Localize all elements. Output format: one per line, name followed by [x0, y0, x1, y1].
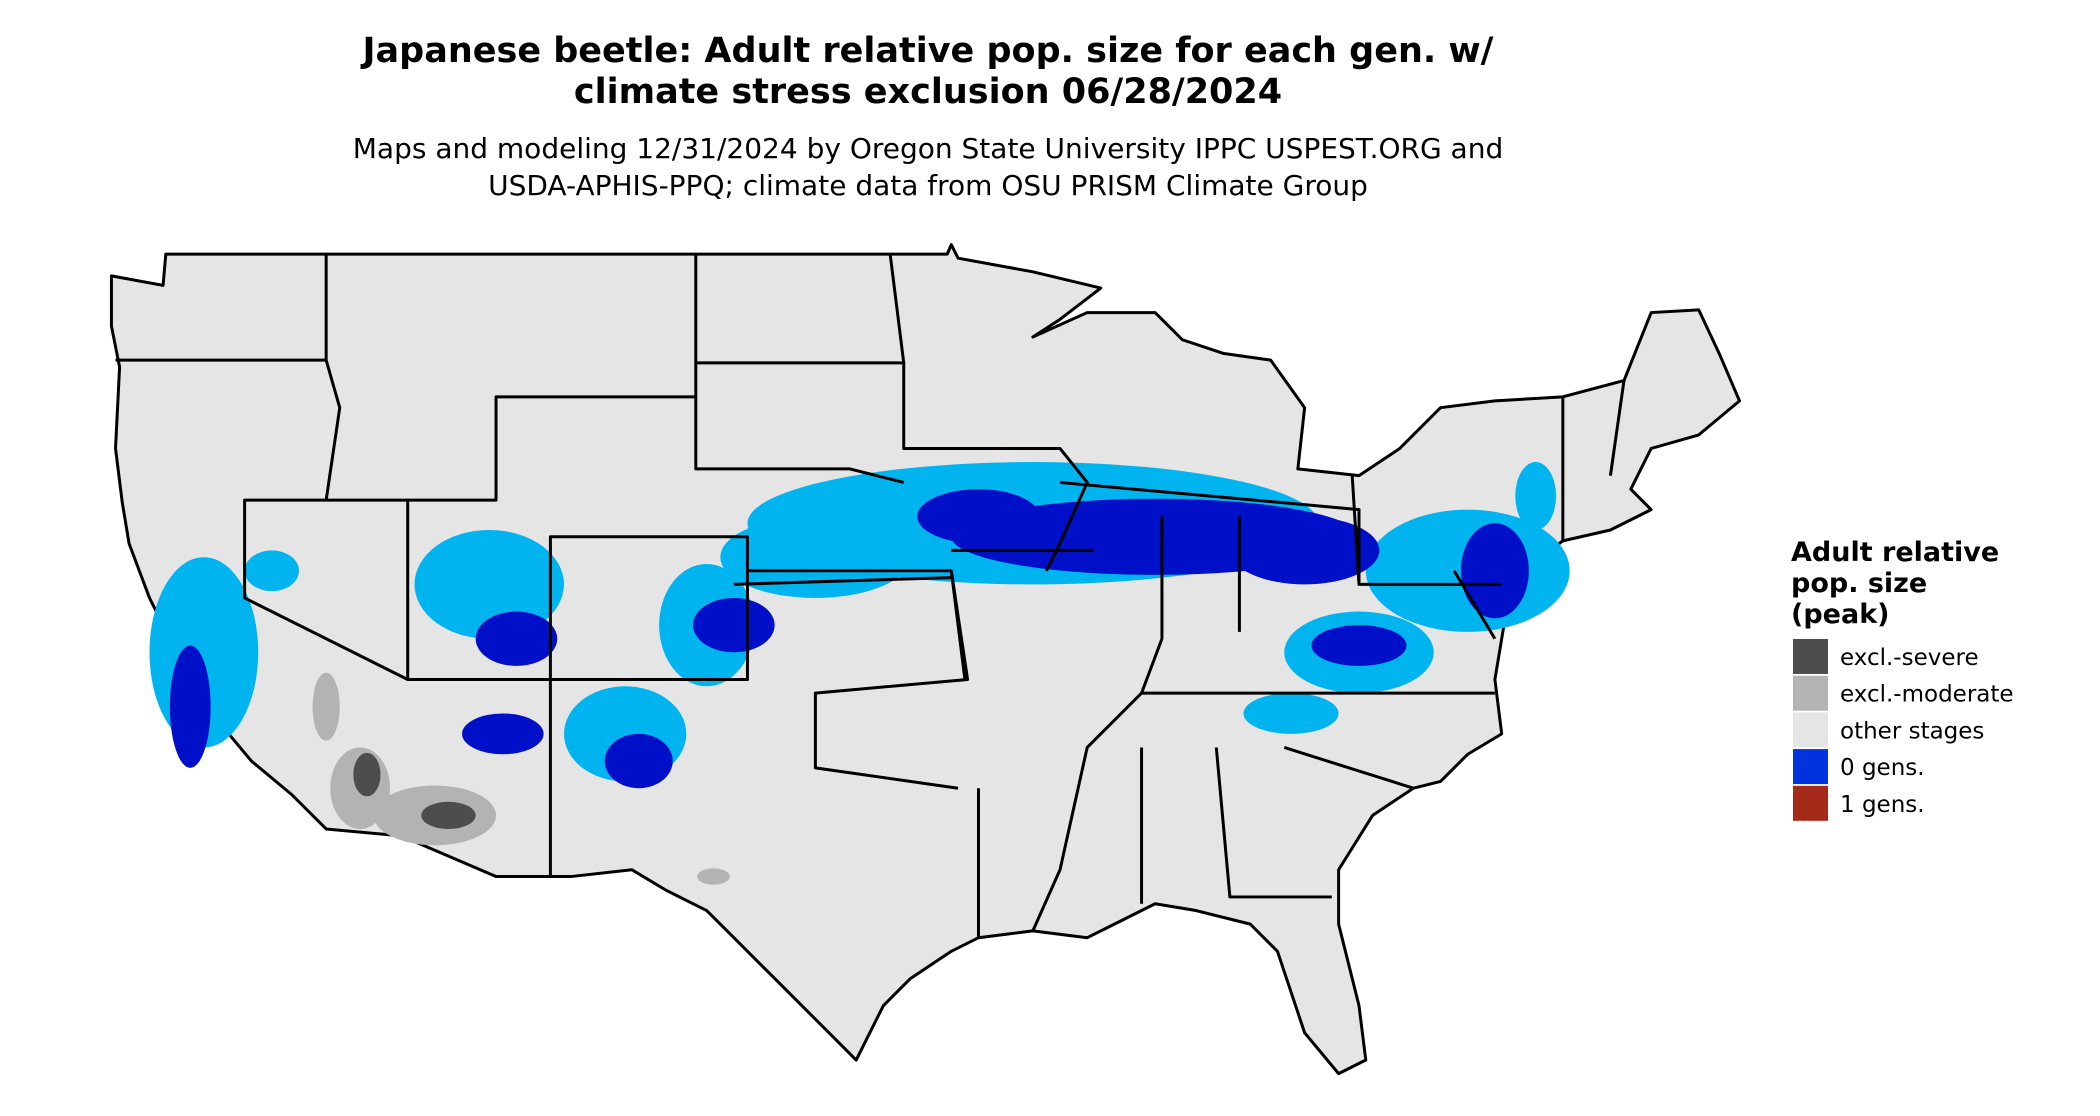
severe-exclusion: [353, 752, 476, 829]
us-map: [109, 243, 1742, 1076]
legend-swatch: [1793, 712, 1828, 748]
state-borders: [115, 253, 1626, 938]
legend-title: pop. size: [1791, 568, 1927, 599]
us-outline: [109, 243, 1742, 1076]
legend-label: excl.-severe: [1840, 645, 1979, 671]
legend-swatch: [1793, 675, 1828, 711]
legend-label: 0 gens.: [1840, 755, 1925, 781]
legend-swatch: [1793, 639, 1828, 674]
legend-label: 1 gens.: [1840, 792, 1925, 818]
subtitle: Maps and modeling 12/31/2024 by Oregon S…: [353, 132, 1504, 165]
title: Japanese beetle: Adult relative pop. siz…: [361, 31, 1494, 71]
legend-title: Adult relative: [1791, 537, 1999, 568]
title: climate stress exclusion 06/28/2024: [574, 72, 1282, 112]
legend-swatch: [1793, 749, 1828, 785]
legend-swatch: [1793, 785, 1828, 821]
legend-label: excl.-moderate: [1840, 682, 2014, 708]
legend-label: other stages: [1840, 718, 1984, 744]
subtitle: USDA-APHIS-PPQ; climate data from OSU PR…: [488, 169, 1368, 202]
legend-title: (peak): [1791, 599, 1890, 630]
